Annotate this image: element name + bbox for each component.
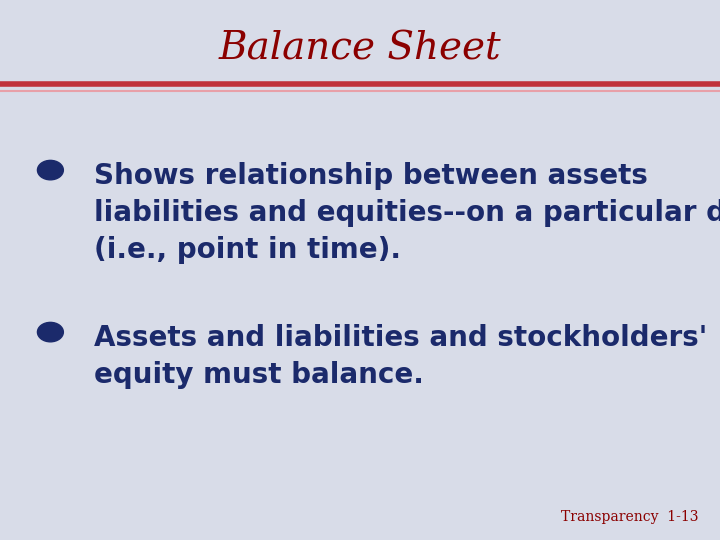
Text: Transparency  1-13: Transparency 1-13 [561, 510, 698, 524]
Circle shape [37, 160, 63, 180]
Text: Shows relationship between assets
liabilities and equities--on a particular date: Shows relationship between assets liabil… [94, 162, 720, 264]
Text: Balance Sheet: Balance Sheet [219, 30, 501, 67]
Circle shape [37, 322, 63, 342]
Text: Assets and liabilities and stockholders'
equity must balance.: Assets and liabilities and stockholders'… [94, 324, 707, 389]
